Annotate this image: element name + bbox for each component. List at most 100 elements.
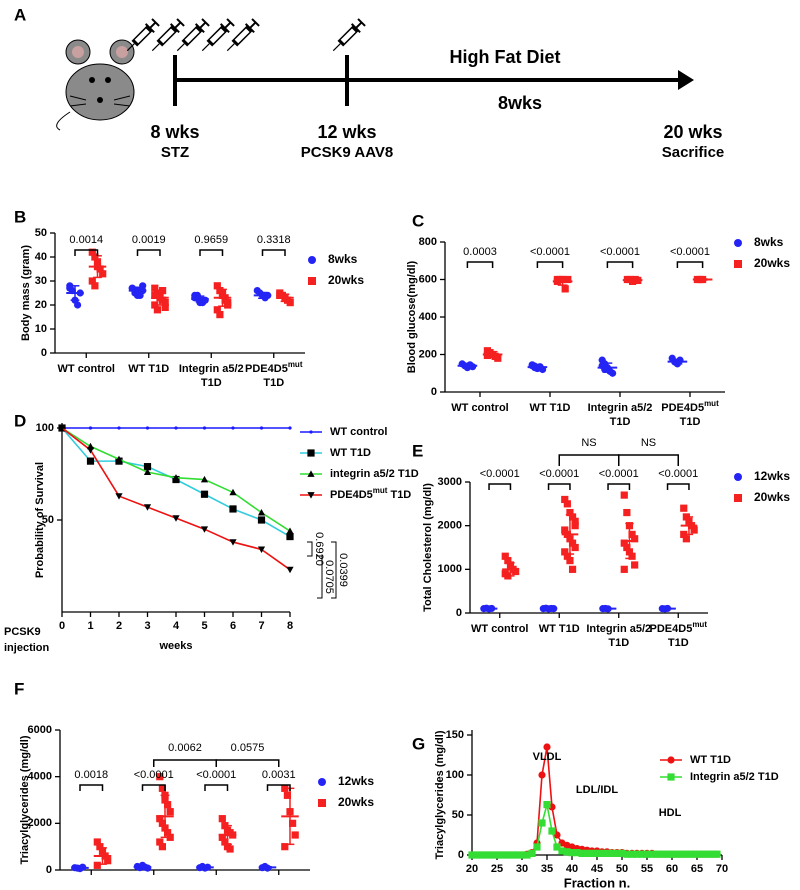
data-point	[678, 850, 686, 858]
x-tick-label-text: WT T1D	[530, 402, 571, 414]
x-axis-label: weeks	[158, 640, 192, 652]
p-value: 0.0062	[168, 742, 202, 754]
data-point	[568, 565, 577, 573]
x-tick-label: 30	[516, 863, 528, 875]
y-axis-label: Probability of Survival	[34, 462, 46, 578]
x-tick-label-text: T1D	[263, 377, 284, 389]
data-point	[229, 488, 237, 496]
data-point	[631, 535, 639, 543]
x-tick-label: WT control	[471, 623, 528, 635]
x-tick-label: 4	[173, 620, 180, 632]
data-point	[483, 851, 491, 859]
data-point	[561, 495, 569, 504]
legend-marker	[667, 756, 675, 764]
data-point	[638, 850, 646, 858]
data-point	[609, 369, 617, 377]
data-point	[156, 773, 164, 781]
data-point	[566, 557, 574, 565]
legend-marker	[734, 239, 742, 247]
data-point	[713, 850, 721, 858]
data-point	[680, 530, 688, 538]
data-point	[538, 771, 546, 779]
x-tick-label-text: WT control	[471, 623, 528, 635]
legend-marker	[309, 430, 313, 434]
p-value: 0.9659	[194, 234, 228, 246]
legend-label: 20wks	[754, 490, 790, 504]
data-point	[571, 522, 579, 530]
annotation: VLDL	[533, 751, 562, 763]
x-tick-label: T1D	[610, 416, 631, 428]
data-point	[143, 468, 152, 476]
data-point	[561, 548, 569, 556]
legend-label-text: WT T1D	[690, 754, 731, 766]
data-point	[603, 849, 611, 857]
data-point	[493, 851, 501, 859]
data-point	[117, 426, 121, 430]
p-value: 0.0019	[132, 234, 166, 246]
data-point	[115, 493, 123, 500]
data-point	[628, 530, 636, 538]
data-point	[563, 552, 571, 560]
x-tick-label: 65	[691, 863, 703, 875]
y-axis-label: Total Cholesterol (mg/dl)	[422, 483, 434, 612]
x-note: injection	[4, 642, 50, 654]
x-tick-label: T1D	[668, 637, 689, 649]
x-tick-label-text: Integrin a5/2	[588, 402, 653, 414]
data-point	[166, 808, 174, 816]
p-bracket	[536, 261, 564, 268]
x-tick-label: PDE4D5mut	[650, 620, 708, 635]
data-point	[172, 474, 180, 481]
data-point	[216, 311, 224, 319]
data-point	[257, 516, 266, 524]
legend-label-text: T1D	[390, 489, 411, 501]
data-point	[158, 819, 166, 827]
data-point	[620, 565, 628, 573]
data-point	[693, 850, 701, 858]
data-point	[573, 849, 581, 857]
y-tick-label: 2000	[438, 520, 462, 532]
data-point	[58, 425, 66, 432]
p-bracket	[676, 261, 704, 268]
p-value: 0.0003	[463, 246, 497, 258]
data-point	[221, 838, 229, 846]
data-point	[164, 829, 172, 837]
data-point	[104, 857, 112, 865]
x-tick-label: Integrin a5/2	[588, 402, 653, 414]
p-bracket	[199, 249, 224, 256]
p-bracket	[307, 541, 313, 557]
data-point	[533, 843, 541, 851]
y-tick-label: 40	[35, 251, 47, 263]
legend-marker	[307, 470, 315, 477]
x-tick-label-text: T1D	[608, 637, 629, 649]
x-tick-label-text: Integrin a5/2	[179, 363, 244, 375]
data-point	[91, 253, 99, 261]
x-tick-label-sup: mut	[692, 620, 707, 629]
x-tick-label-text: Integrin a5/2	[586, 623, 651, 635]
x-tick-label: PDE4D5mut	[661, 399, 719, 414]
data-point	[202, 426, 207, 430]
x-tick-label-text: T1D	[201, 377, 222, 389]
p-bracket	[607, 483, 631, 490]
data-point	[286, 527, 294, 534]
data-point	[231, 426, 235, 430]
data-point	[708, 850, 716, 858]
data-point	[628, 850, 636, 858]
p-value: <0.0001	[670, 246, 710, 258]
data-point	[286, 566, 294, 574]
p-bracket	[317, 555, 323, 599]
x-tick-label: T1D	[201, 377, 222, 389]
y-tick-label: 50	[452, 809, 464, 821]
data-point	[518, 851, 526, 859]
legend-label: PDE4D5mut T1D	[330, 486, 411, 501]
x-tick-label: PDE4D5mut	[245, 360, 303, 375]
data-point	[571, 517, 579, 525]
data-point	[88, 277, 96, 285]
data-point	[648, 850, 656, 858]
legend-label: WT T1D	[330, 447, 371, 459]
panel-letter: G	[412, 734, 425, 753]
data-point	[145, 426, 150, 430]
x-tick-label-text: WT control	[451, 402, 508, 414]
data-point	[473, 851, 481, 859]
p-value: <0.0001	[480, 468, 520, 480]
x-tick-label-sup: mut	[288, 360, 303, 369]
